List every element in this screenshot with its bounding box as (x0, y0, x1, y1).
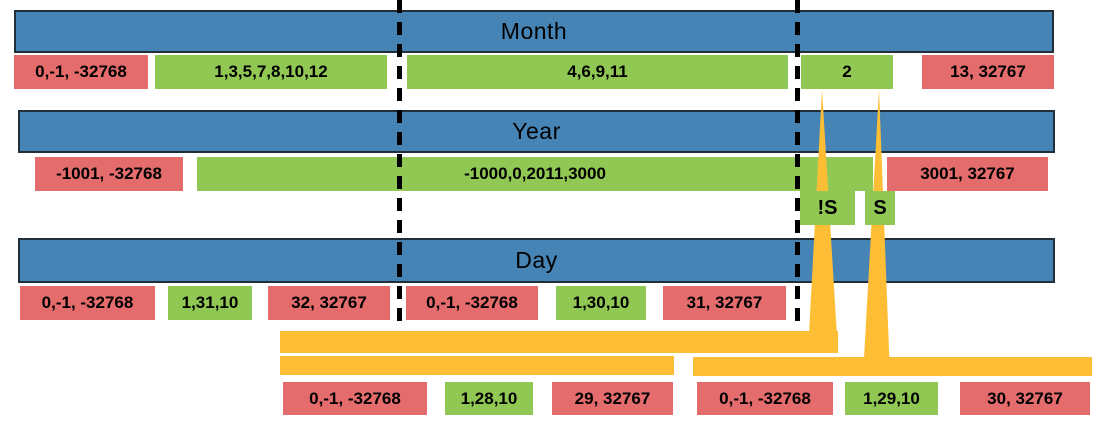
month-partition-invalid-low: 0,-1, -32768 (14, 55, 148, 89)
dashed-separator-1 (397, 0, 402, 329)
day-partition-valid-30: 1,30,10 (556, 286, 646, 320)
feb-leap-partition-valid: 1,29,10 (845, 382, 938, 415)
month-partition-31-day-months: 1,3,5,7,8,10,12 (155, 55, 387, 89)
year-bar: Year (18, 110, 1055, 153)
february-nonleap-track (280, 356, 674, 375)
day-partition-invalid-high-30: 31, 32767 (663, 286, 786, 320)
year-partition-invalid-high: 3001, 32767 (887, 157, 1048, 191)
month-partition-february: 2 (801, 55, 893, 89)
day-bar: Day (18, 238, 1055, 283)
day-partition-valid-31: 1,31,10 (168, 286, 252, 320)
year-bar-label: Year (512, 118, 561, 144)
day-bar-label: Day (515, 247, 558, 273)
day-partition-invalid-low-31: 0,-1, -32768 (20, 286, 155, 320)
february-nonleap-arm (280, 331, 838, 353)
month-bar-label: Month (500, 18, 568, 44)
dashed-separator-2 (795, 0, 800, 322)
leap-year-badge: S (865, 191, 895, 225)
feb-nonleap-partition-invalid-high: 29, 32767 (552, 382, 673, 415)
feb-nonleap-partition-valid: 1,28,10 (445, 382, 533, 415)
month-partition-30-day-months: 4,6,9,11 (407, 55, 788, 89)
feb-leap-partition-invalid-high: 30, 32767 (960, 382, 1090, 415)
day-partition-invalid-low-30: 0,-1, -32768 (406, 286, 538, 320)
day-partition-invalid-high-31: 32, 32767 (268, 286, 390, 320)
month-partition-invalid-high: 13, 32767 (922, 55, 1054, 89)
not-leap-year-badge: !S (800, 191, 855, 225)
year-partition-invalid-low: -1001, -32768 (35, 157, 183, 191)
month-bar: Month (14, 10, 1054, 53)
year-partition-valid: -1000,0,2011,3000 (197, 157, 873, 191)
feb-leap-partition-invalid-low: 0,-1, -32768 (697, 382, 833, 415)
feb-nonleap-partition-invalid-low: 0,-1, -32768 (283, 382, 427, 415)
february-leap-track (693, 357, 1092, 376)
